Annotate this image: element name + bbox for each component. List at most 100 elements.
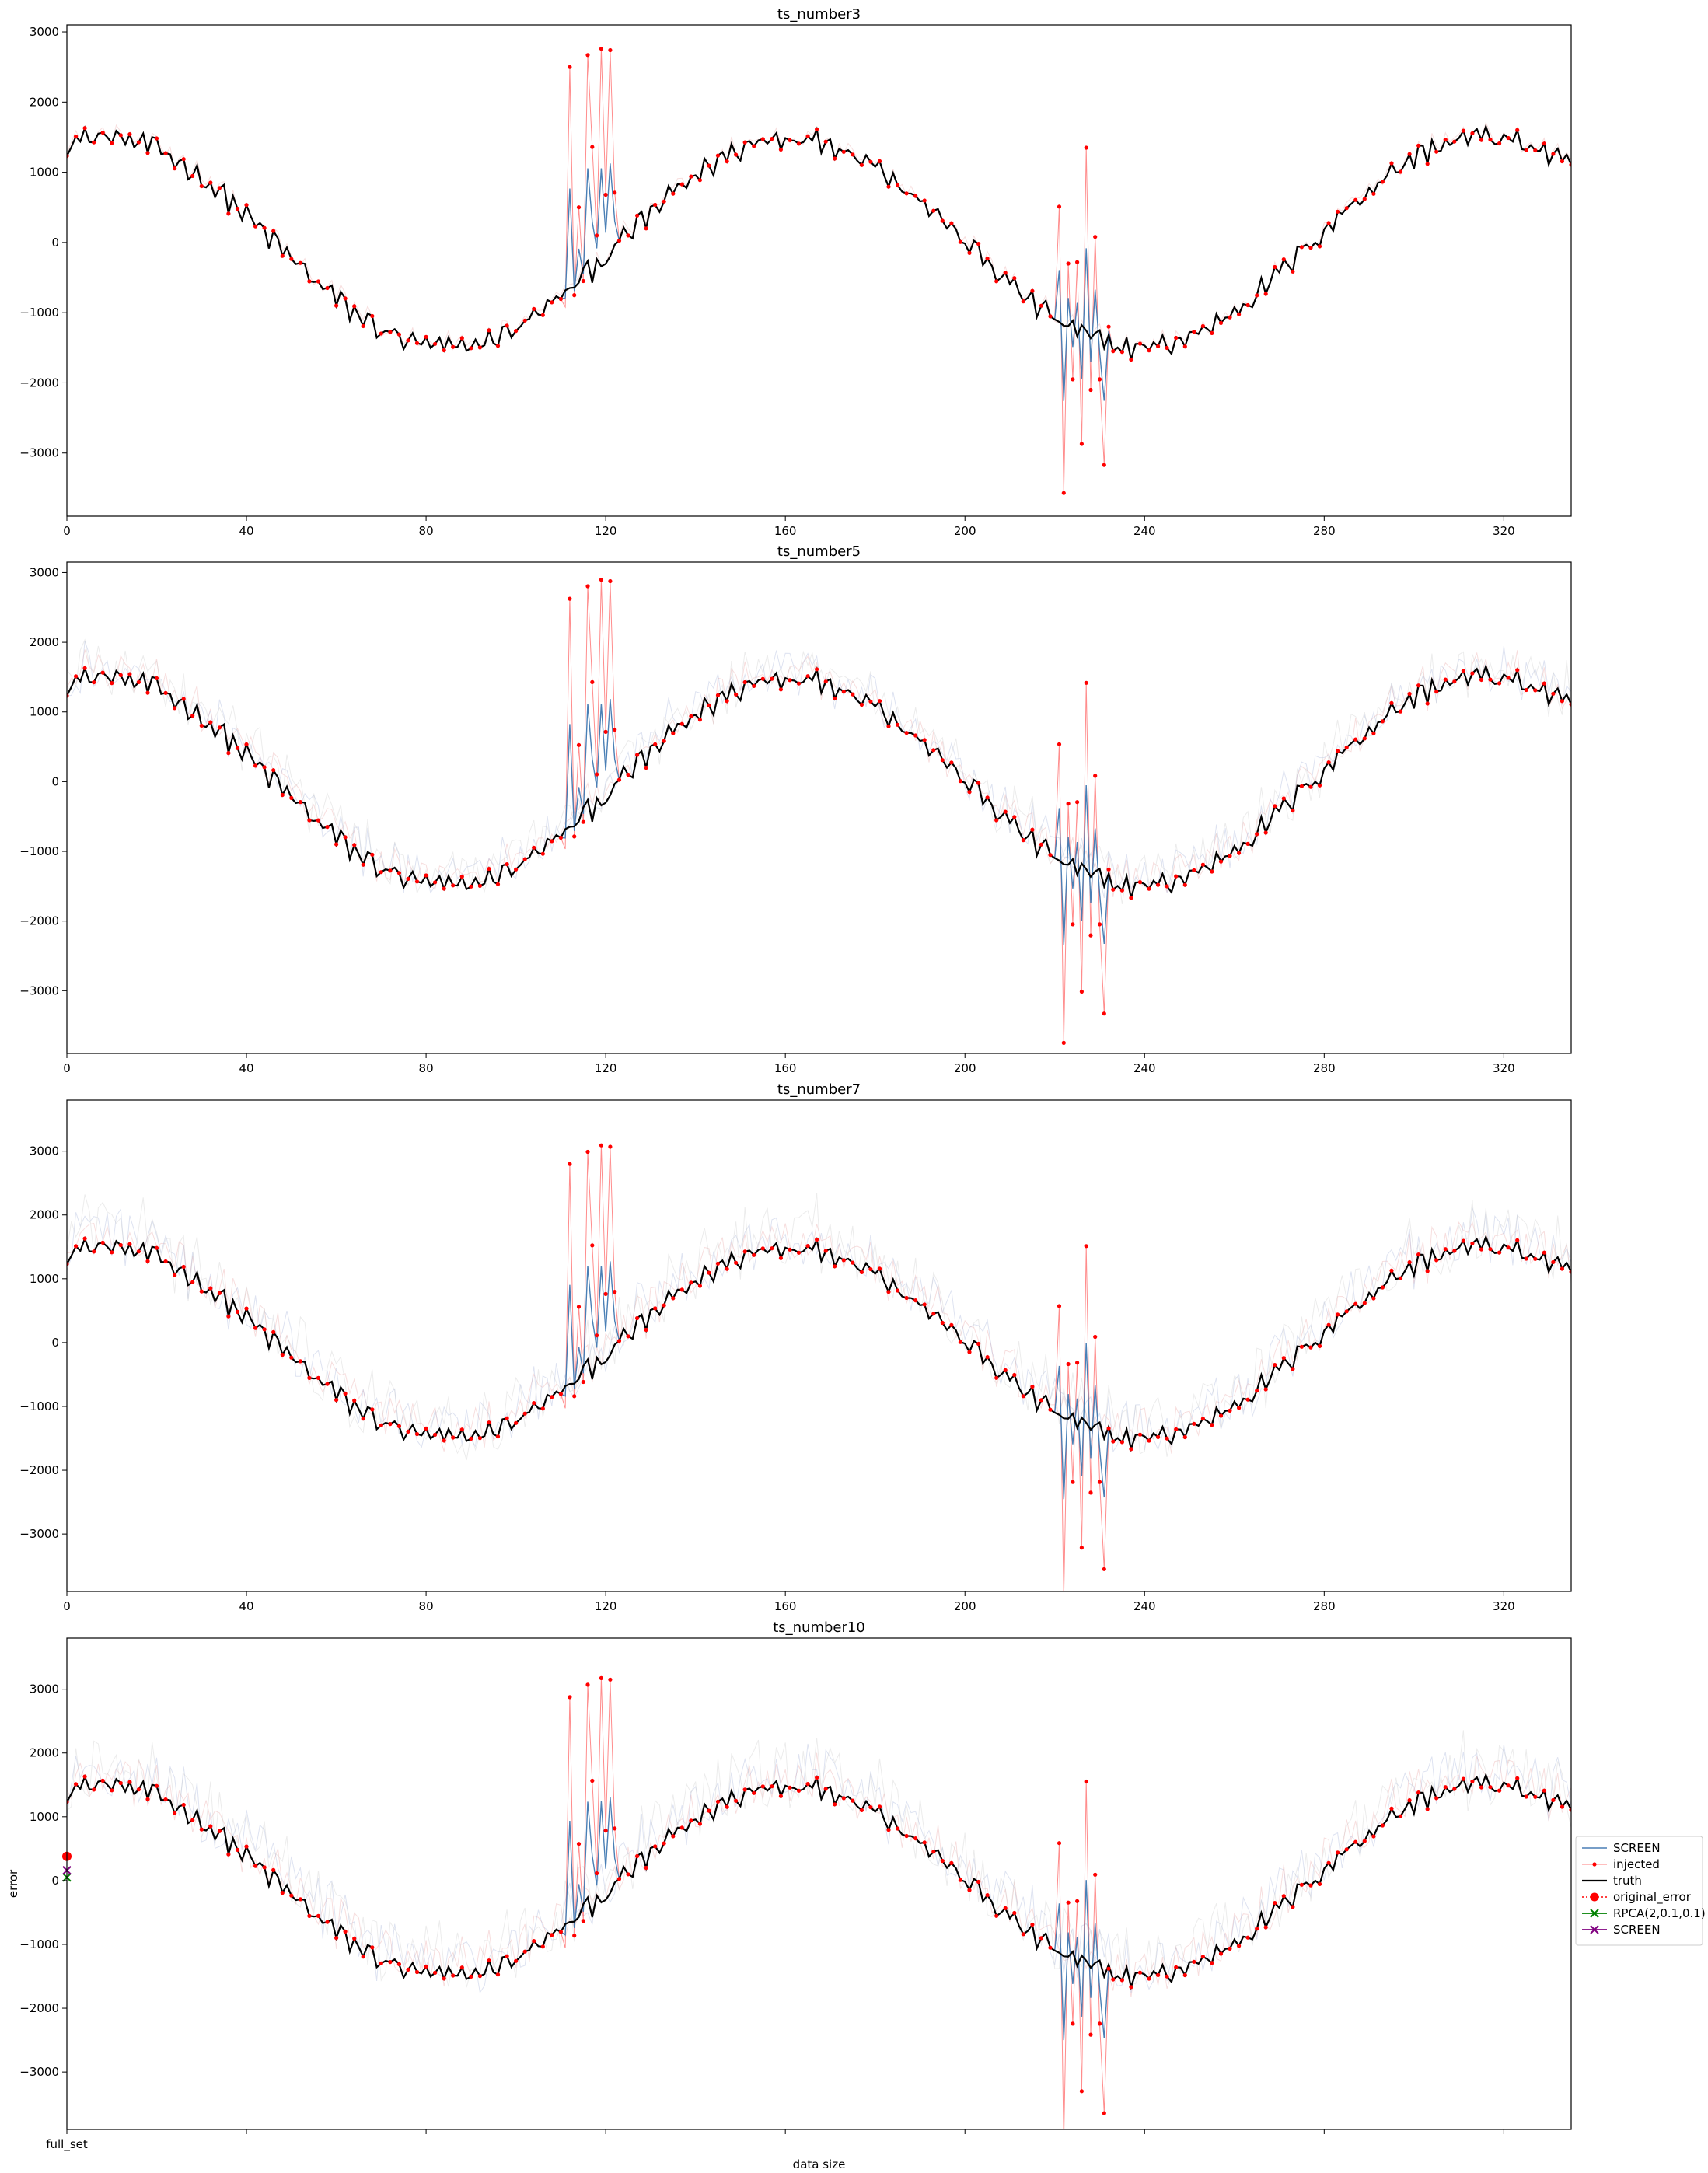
injected-point xyxy=(1093,1334,1098,1340)
injected-point xyxy=(1218,1951,1224,1956)
injected-point xyxy=(334,1398,339,1403)
injected-point xyxy=(868,699,873,704)
injected-point xyxy=(110,141,114,145)
injected-point xyxy=(585,584,590,589)
injected-point xyxy=(1182,1434,1187,1440)
injected-point xyxy=(1129,1447,1133,1452)
injected-point xyxy=(1210,330,1214,335)
injected-point xyxy=(1200,323,1205,329)
injected-point xyxy=(145,1797,150,1801)
injected-point xyxy=(1291,269,1295,274)
y-axis-label: error xyxy=(6,1869,20,1898)
injected-point xyxy=(715,1261,721,1266)
injected-point xyxy=(379,870,383,875)
injected-point xyxy=(1506,1783,1511,1788)
injected-point xyxy=(271,229,276,233)
injected-point xyxy=(1336,1850,1340,1855)
injected-point xyxy=(1506,1245,1511,1250)
injected-point xyxy=(1192,1959,1196,1964)
injected-point xyxy=(235,206,240,211)
injected-point xyxy=(1182,1972,1187,1978)
injected-point xyxy=(1380,180,1385,184)
injected-point xyxy=(1434,149,1439,154)
injected-point xyxy=(653,742,658,746)
injected-point xyxy=(1048,314,1053,319)
injected-point xyxy=(514,329,519,334)
x-tick-label: 160 xyxy=(774,524,797,538)
injected-point xyxy=(671,1296,676,1301)
injected-point xyxy=(1380,719,1385,724)
injected-point xyxy=(742,140,747,145)
injected-point xyxy=(1497,1788,1502,1793)
panel-title: ts_number7 xyxy=(777,1081,861,1098)
injected-point xyxy=(487,1958,491,1963)
injected-point xyxy=(1533,1794,1538,1799)
injected-point xyxy=(325,1382,330,1386)
injected-point xyxy=(1389,161,1394,166)
injected-point xyxy=(572,834,577,839)
injected-point xyxy=(1336,749,1340,753)
x-tick-label: 120 xyxy=(595,1061,617,1075)
injected-point xyxy=(1111,1977,1116,1982)
injected-point xyxy=(1021,299,1025,304)
injected-point xyxy=(145,690,150,695)
injected-point xyxy=(1084,1779,1088,1784)
injected-point xyxy=(208,1286,213,1291)
injected-point xyxy=(1479,1785,1484,1790)
y-tick-label: −1000 xyxy=(19,844,59,858)
injected-point xyxy=(173,166,177,171)
injected-point xyxy=(940,218,945,223)
legend-entry: SCREEN xyxy=(1582,1923,1661,1937)
injected-point xyxy=(262,225,267,230)
y-tick-label: 0 xyxy=(51,1874,59,1888)
injected-point xyxy=(127,672,132,676)
injected-point xyxy=(1263,292,1268,296)
injected-point xyxy=(859,702,864,707)
y-tick-label: 1000 xyxy=(30,166,59,180)
injected-point xyxy=(1228,1946,1232,1951)
injected-point xyxy=(280,253,285,258)
injected-point xyxy=(904,731,909,735)
injected-point xyxy=(1291,1367,1295,1371)
injected-point xyxy=(931,1312,936,1316)
injected-point xyxy=(127,1780,132,1784)
injected-point xyxy=(1470,671,1475,676)
injected-point xyxy=(396,1424,401,1428)
y-tick-label: −3000 xyxy=(19,983,59,997)
injected-point xyxy=(1119,1440,1124,1445)
injected-point xyxy=(1461,1776,1465,1781)
injected-point xyxy=(325,285,330,291)
injected-point xyxy=(922,198,927,203)
injected-point xyxy=(118,1780,123,1786)
injected-point xyxy=(181,1264,186,1270)
injected-point xyxy=(613,1290,617,1294)
injected-point xyxy=(127,132,132,137)
x-tick-label: 200 xyxy=(954,524,976,538)
injected-point xyxy=(1097,922,1102,927)
injected-point xyxy=(868,1266,873,1272)
injected-point xyxy=(967,790,972,795)
injected-point xyxy=(886,184,891,189)
injected-point xyxy=(190,713,195,718)
injected-point xyxy=(352,304,357,309)
injected-point xyxy=(662,1303,666,1308)
injected-point xyxy=(495,344,501,348)
x-tick-label: 280 xyxy=(1313,1061,1336,1075)
injected-point xyxy=(595,772,599,777)
injected-point xyxy=(1137,1432,1143,1437)
injected-point xyxy=(334,1936,339,1941)
y-tick-label: −1000 xyxy=(19,306,59,320)
injected-point xyxy=(379,1961,383,1965)
x-tick-label: 80 xyxy=(419,524,434,538)
injected-point xyxy=(343,1391,348,1396)
injected-point xyxy=(697,718,703,722)
injected-point xyxy=(271,768,276,773)
injected-point xyxy=(1497,141,1502,146)
injected-point xyxy=(1389,700,1394,705)
y-tick-label: 2000 xyxy=(30,635,59,649)
injected-point xyxy=(1425,162,1430,166)
injected-point xyxy=(653,1306,658,1311)
injected-point xyxy=(770,676,774,681)
injected-point xyxy=(424,873,428,878)
